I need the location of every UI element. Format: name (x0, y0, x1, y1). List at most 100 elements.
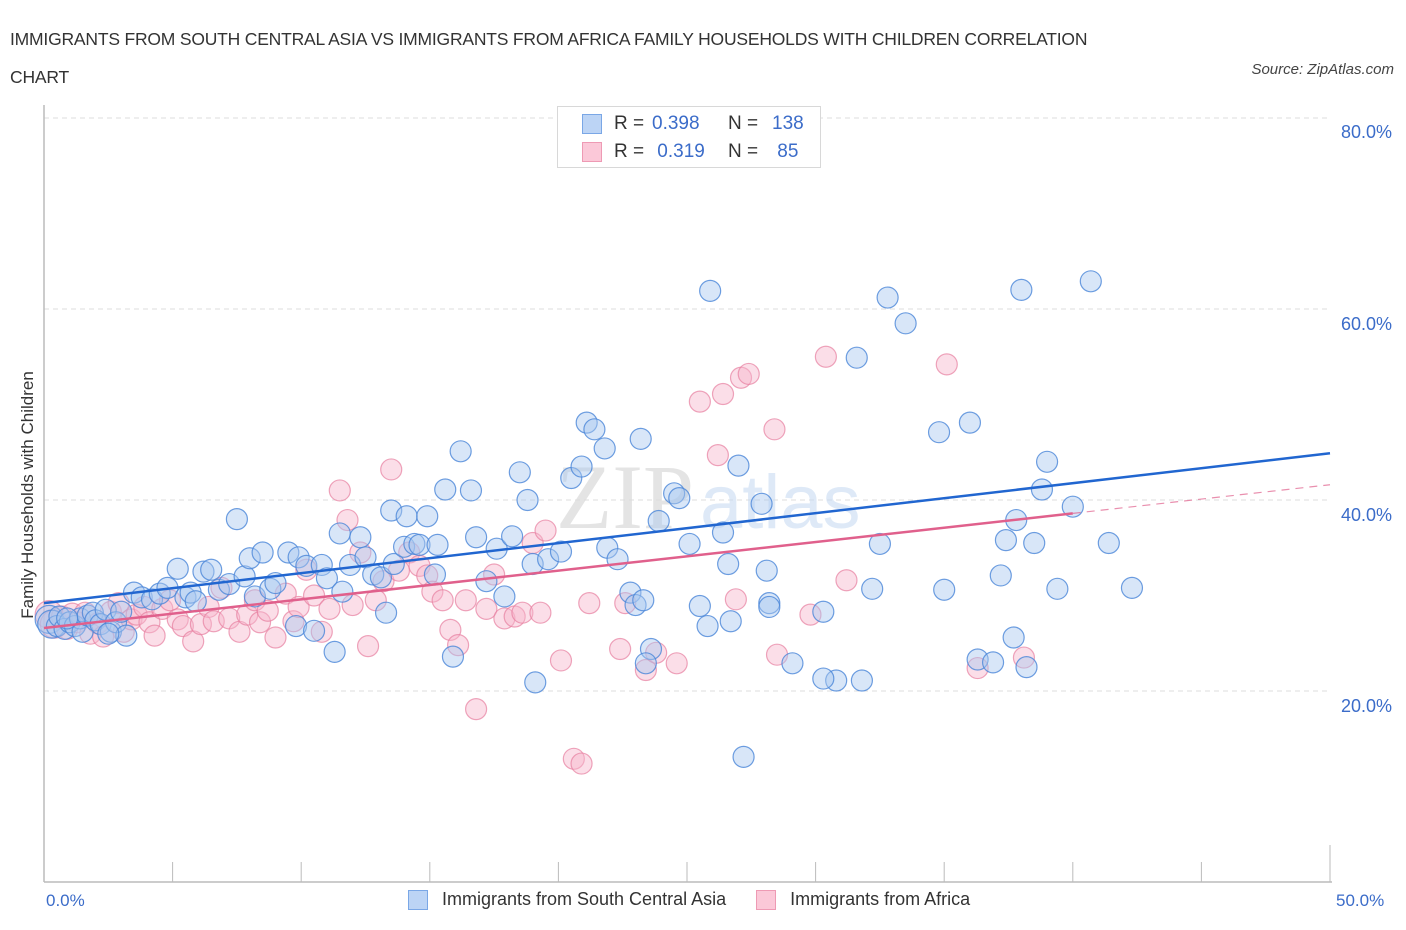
point-africa (711, 382, 735, 406)
point-south-central-asia (1061, 495, 1084, 518)
point-africa (609, 637, 632, 661)
point-south-central-asia (225, 507, 248, 531)
point-south-central-asia (1035, 450, 1059, 473)
point-south-central-asia (1023, 531, 1046, 555)
legend-r-label: R = (614, 141, 645, 162)
point-south-central-asia (868, 532, 892, 556)
point-south-central-asia (464, 526, 488, 549)
legend-item-south-central-asia: Immigrants from South Central Asia (408, 889, 726, 910)
legend-row-africa: R = 0.319 N = 85 (582, 140, 798, 164)
point-south-central-asia (688, 594, 711, 618)
point-south-central-asia (1030, 478, 1054, 501)
point-africa (446, 634, 470, 657)
point-south-central-asia (632, 589, 655, 612)
point-south-central-asia (115, 624, 138, 647)
point-south-central-asia (719, 610, 742, 633)
x-tick-label-max: 50.0% (1336, 891, 1385, 910)
point-south-central-asia (416, 505, 439, 528)
point-south-central-asia (570, 455, 593, 478)
point-south-central-asia (516, 488, 539, 512)
point-south-central-asia (1046, 577, 1069, 600)
point-south-central-asia (166, 557, 189, 580)
point-south-central-asia (696, 614, 719, 638)
point-south-central-asia (1120, 576, 1144, 599)
point-africa (534, 519, 557, 542)
point-south-central-asia (593, 437, 616, 460)
point-south-central-asia (315, 567, 339, 590)
series-legend: Immigrants from South Central Asia Immig… (408, 889, 1000, 910)
point-south-central-asia (369, 566, 393, 589)
point-africa (688, 390, 711, 413)
point-south-central-asia (634, 652, 657, 675)
point-south-central-asia (233, 565, 256, 588)
point-africa (475, 597, 498, 620)
legend-swatch-blue (408, 889, 428, 910)
legend-r-label: R = (614, 113, 645, 134)
point-south-central-asia (251, 541, 274, 564)
legend-item-africa: Immigrants from Africa (756, 889, 970, 910)
point-africa (328, 479, 351, 502)
point-south-central-asia (812, 667, 835, 690)
legend-row-south-central-asia: R = 0.398 N = 138 (582, 112, 804, 136)
point-south-central-asia (717, 552, 740, 576)
point-africa (835, 569, 858, 592)
point-south-central-asia (606, 548, 629, 571)
point-south-central-asia (758, 595, 781, 619)
point-africa (634, 658, 657, 682)
legend-n-label: N = (728, 113, 759, 134)
axes (43, 105, 1332, 883)
point-africa (1012, 646, 1036, 669)
point-south-central-asia (812, 600, 835, 623)
point-south-central-asia (374, 601, 398, 624)
point-africa (511, 601, 534, 624)
point-south-central-asia (1010, 278, 1033, 301)
point-south-central-asia (894, 312, 917, 335)
point-africa (264, 626, 287, 649)
source-label: Source: ZipAtlas.com (1251, 61, 1394, 78)
x-tick-label-min: 0.0% (46, 891, 85, 910)
gridlines (44, 117, 1330, 692)
watermark-atlas: atlas (700, 460, 861, 545)
trend-line-africa (43, 512, 1073, 630)
legend-n-value: 138 (772, 113, 804, 134)
point-africa (197, 595, 220, 619)
point-south-central-asia (97, 622, 120, 645)
point-south-central-asia (732, 745, 755, 768)
trend-lines (43, 451, 1331, 630)
point-south-central-asia (192, 560, 215, 583)
point-south-central-asia (876, 286, 899, 309)
point-south-central-asia (475, 570, 498, 593)
point-africa (578, 592, 601, 615)
point-south-central-asia (459, 479, 483, 502)
y-axis-label: Family Households with Children (18, 371, 37, 619)
legend-swatch-blue (582, 114, 602, 134)
point-south-central-asia (1002, 626, 1025, 649)
point-south-central-asia (426, 533, 449, 556)
point-africa (248, 611, 272, 634)
point-africa (549, 649, 573, 672)
trend-line-south-central-asia (43, 451, 1331, 605)
point-south-central-asia (989, 564, 1012, 587)
point-south-central-asia (200, 558, 223, 581)
point-south-central-asia (140, 588, 164, 611)
point-south-central-asia (629, 427, 652, 450)
legend-n-label: N = (728, 141, 759, 162)
point-south-central-asia (994, 529, 1018, 552)
point-africa (454, 589, 477, 612)
point-south-central-asia (678, 532, 701, 556)
point-south-central-asia (238, 547, 261, 570)
point-africa (287, 595, 310, 619)
point-south-central-asia (408, 533, 431, 556)
point-south-central-asia (287, 546, 310, 569)
chart-title: IMMIGRANTS FROM SOUTH CENTRAL ASIA VS IM… (10, 20, 1210, 96)
point-south-central-asia (1079, 270, 1102, 293)
point-south-central-asia (981, 651, 1005, 674)
point-south-central-asia (927, 421, 951, 444)
point-africa (356, 635, 380, 658)
point-africa (464, 698, 488, 721)
point-south-central-asia (958, 411, 982, 434)
series-south-central-asia-points (34, 270, 1144, 768)
y-tick-label-20: 20.0% (1340, 696, 1392, 716)
point-south-central-asia (845, 346, 868, 369)
